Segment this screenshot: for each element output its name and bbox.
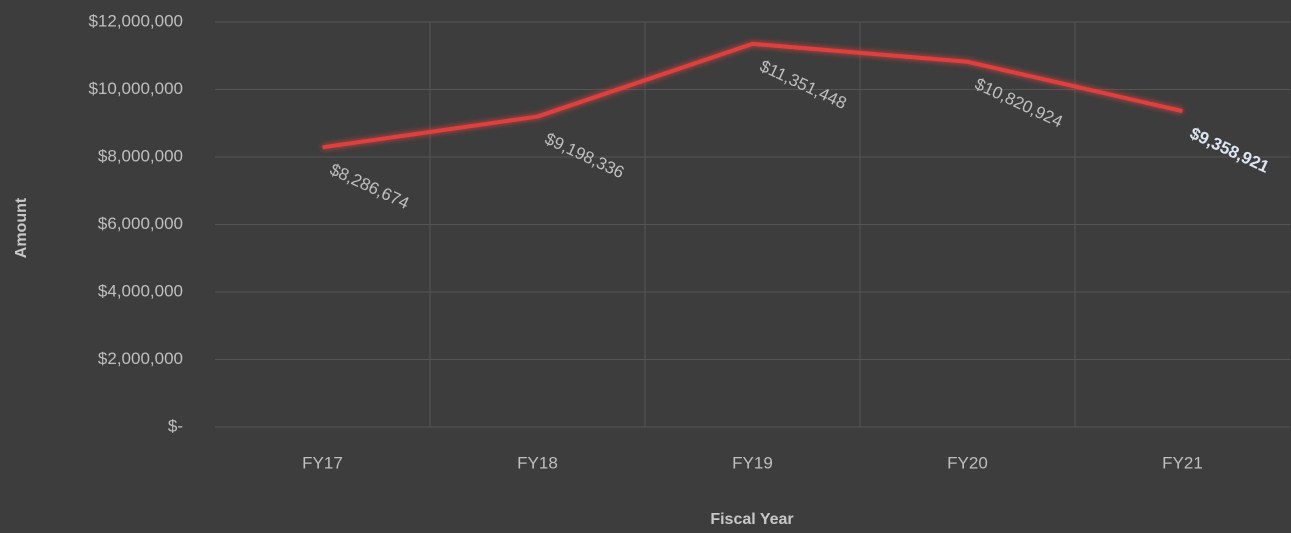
x-tick-label: FY17 <box>302 453 343 472</box>
x-axis-title: Fiscal Year <box>710 511 793 528</box>
y-tick-label: $2,000,000 <box>98 349 183 368</box>
y-tick-label: $8,000,000 <box>98 146 183 165</box>
x-tick-label: FY18 <box>517 453 558 472</box>
y-tick-label: $4,000,000 <box>98 281 183 300</box>
y-tick-label: $- <box>168 416 183 435</box>
x-tick-label: FY21 <box>1162 453 1203 472</box>
data-line <box>322 41 1183 150</box>
y-tick-label: $10,000,000 <box>88 79 183 98</box>
y-tick-label: $6,000,000 <box>98 214 183 233</box>
y-tick-label: $12,000,000 <box>88 11 183 30</box>
y-axis-title: Amount <box>13 197 30 258</box>
x-tick-label: FY19 <box>732 453 773 472</box>
x-tick-label: FY20 <box>947 453 988 472</box>
